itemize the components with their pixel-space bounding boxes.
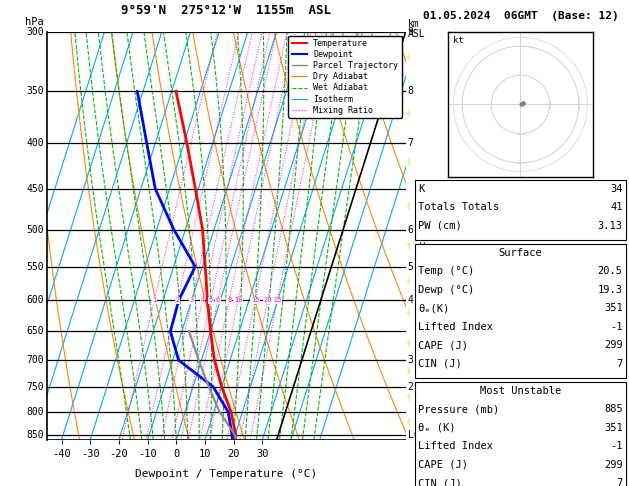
Text: 9°59'N  275°12'W  1155m  ASL: 9°59'N 275°12'W 1155m ASL	[121, 4, 331, 17]
Text: 299: 299	[604, 460, 623, 470]
Text: 4: 4	[408, 295, 413, 305]
Text: ┤: ┤	[406, 202, 411, 210]
Text: Most Unstable: Most Unstable	[480, 386, 561, 396]
Text: km: km	[408, 19, 420, 29]
Text: CAPE (J): CAPE (J)	[418, 460, 468, 470]
Text: 351: 351	[604, 423, 623, 433]
Text: ASL: ASL	[408, 29, 425, 39]
Text: 450: 450	[26, 184, 44, 194]
Text: 400: 400	[26, 138, 44, 148]
Text: 299: 299	[604, 340, 623, 350]
Text: ┤: ┤	[406, 52, 411, 61]
Text: 350: 350	[26, 87, 44, 96]
Text: ┤: ┤	[406, 417, 411, 426]
Text: 5: 5	[408, 261, 413, 272]
Text: 3.13: 3.13	[598, 221, 623, 231]
Text: Lifted Index: Lifted Index	[418, 441, 493, 451]
Text: 800: 800	[26, 407, 44, 417]
Text: 01.05.2024  06GMT  (Base: 12): 01.05.2024 06GMT (Base: 12)	[423, 11, 618, 21]
Text: Dewp (°C): Dewp (°C)	[418, 285, 474, 295]
Text: ┤: ┤	[406, 367, 411, 375]
Text: Totals Totals: Totals Totals	[418, 202, 499, 212]
Text: θₑ (K): θₑ (K)	[418, 423, 456, 433]
Text: 6: 6	[216, 297, 220, 303]
Text: 600: 600	[26, 295, 44, 305]
Text: θₑ(K): θₑ(K)	[418, 303, 450, 313]
Text: 850: 850	[26, 430, 44, 440]
Text: hPa: hPa	[25, 17, 44, 27]
Text: 8: 8	[408, 87, 413, 96]
Text: -1: -1	[610, 441, 623, 451]
Text: ┤: ┤	[406, 309, 411, 317]
Text: 4: 4	[200, 297, 204, 303]
Text: 15: 15	[251, 297, 259, 303]
Text: 7: 7	[616, 359, 623, 369]
Text: 650: 650	[26, 326, 44, 336]
Text: 550: 550	[26, 261, 44, 272]
Text: 19.3: 19.3	[598, 285, 623, 295]
Legend: Temperature, Dewpoint, Parcel Trajectory, Dry Adiabat, Wet Adiabat, Isotherm, Mi: Temperature, Dewpoint, Parcel Trajectory…	[288, 36, 401, 118]
Text: 5: 5	[209, 297, 213, 303]
Text: PW (cm): PW (cm)	[418, 221, 462, 231]
Text: 1: 1	[152, 297, 157, 303]
Text: 2: 2	[408, 382, 413, 392]
Text: ┤: ┤	[406, 241, 411, 249]
Text: 20.5: 20.5	[598, 266, 623, 277]
Text: Temp (°C): Temp (°C)	[418, 266, 474, 277]
Text: © weatheronline.co.uk: © weatheronline.co.uk	[464, 472, 577, 481]
Text: 500: 500	[26, 225, 44, 235]
Text: ┤: ┤	[406, 339, 411, 347]
Text: ┤: ┤	[406, 393, 411, 401]
Text: CIN (J): CIN (J)	[418, 359, 462, 369]
Text: 750: 750	[26, 382, 44, 392]
Text: 10: 10	[234, 297, 242, 303]
Text: Surface: Surface	[499, 248, 542, 258]
Text: 2: 2	[175, 297, 180, 303]
Text: Dewpoint / Temperature (°C): Dewpoint / Temperature (°C)	[135, 469, 318, 479]
Text: kt: kt	[454, 36, 464, 45]
Text: -1: -1	[610, 322, 623, 332]
Text: Mixing Ratio (g/kg): Mixing Ratio (g/kg)	[419, 192, 428, 294]
Text: Lifted Index: Lifted Index	[418, 322, 493, 332]
Text: 351: 351	[604, 303, 623, 313]
Text: 41: 41	[610, 202, 623, 212]
Text: 3: 3	[408, 355, 413, 365]
Text: LCL: LCL	[408, 430, 425, 440]
Text: 700: 700	[26, 355, 44, 365]
Text: 34: 34	[610, 184, 623, 194]
Text: 6: 6	[408, 225, 413, 235]
Text: 7: 7	[616, 478, 623, 486]
Text: ┤: ┤	[406, 158, 411, 166]
Text: K: K	[418, 184, 425, 194]
Text: CAPE (J): CAPE (J)	[418, 340, 468, 350]
Text: Pressure (mb): Pressure (mb)	[418, 404, 499, 415]
Text: 9: 9	[408, 27, 413, 36]
Text: ┤: ┤	[406, 276, 411, 284]
Text: 885: 885	[604, 404, 623, 415]
Text: 20: 20	[264, 297, 272, 303]
Text: 7: 7	[408, 138, 413, 148]
Text: CIN (J): CIN (J)	[418, 478, 462, 486]
Text: 3: 3	[190, 297, 194, 303]
Text: 25: 25	[273, 297, 282, 303]
Text: ┤: ┤	[406, 109, 411, 117]
Text: 300: 300	[26, 27, 44, 36]
Text: 8: 8	[227, 297, 231, 303]
